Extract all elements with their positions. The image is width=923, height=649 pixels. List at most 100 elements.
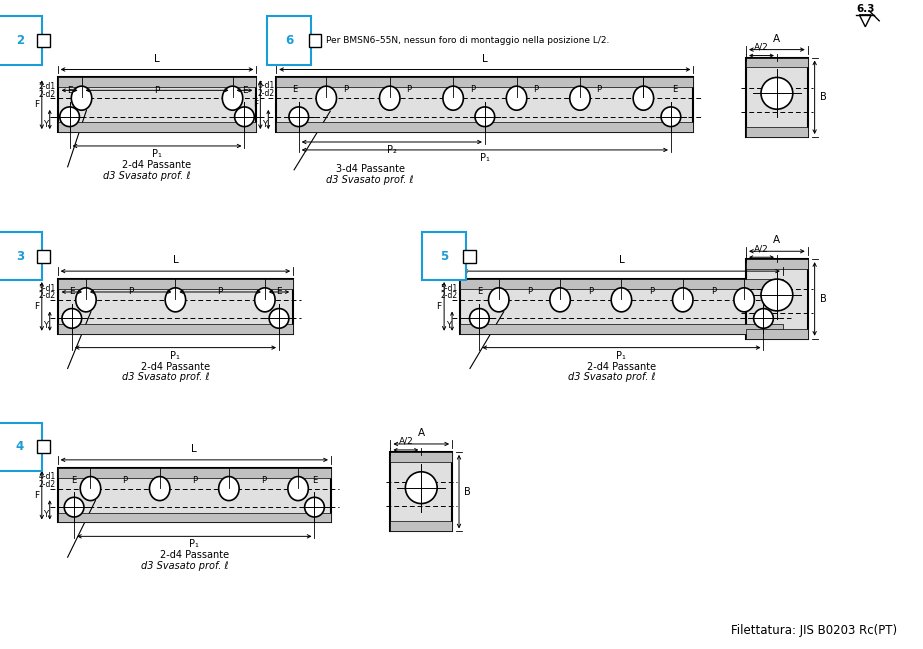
Bar [460, 279, 783, 289]
Text: P: P [218, 288, 222, 297]
Bar [58, 468, 330, 478]
Bar [276, 77, 693, 87]
Text: P₁: P₁ [152, 149, 162, 159]
Text: P: P [154, 86, 160, 95]
Text: 3-d1: 3-d1 [39, 284, 55, 293]
Bar [276, 77, 693, 132]
Bar [58, 77, 257, 132]
Text: P₁: P₁ [171, 350, 180, 361]
Text: A: A [418, 428, 425, 438]
Text: A/2: A/2 [754, 244, 769, 253]
Text: P: P [192, 476, 197, 485]
Text: B: B [820, 92, 826, 103]
Ellipse shape [633, 86, 653, 110]
Ellipse shape [611, 288, 631, 312]
Text: 2-d4 Passante: 2-d4 Passante [141, 361, 210, 371]
Text: P: P [470, 85, 475, 94]
Text: 2-d2: 2-d2 [258, 89, 274, 98]
Ellipse shape [316, 86, 337, 110]
Text: -: - [30, 442, 34, 452]
Ellipse shape [507, 86, 527, 110]
Text: L: L [191, 444, 198, 454]
Ellipse shape [488, 288, 509, 312]
Circle shape [60, 107, 79, 127]
Bar [746, 58, 808, 137]
Text: E: E [312, 476, 318, 485]
Text: P: P [343, 85, 348, 94]
Text: 2-d2: 2-d2 [39, 90, 55, 99]
Bar [746, 127, 808, 137]
Circle shape [761, 279, 793, 311]
Bar [746, 58, 808, 67]
Bar [37, 441, 50, 454]
Bar [746, 259, 808, 269]
Ellipse shape [76, 288, 96, 312]
Text: B: B [820, 294, 826, 304]
Text: L: L [618, 255, 624, 265]
Text: Y: Y [262, 119, 267, 129]
Text: -: - [30, 251, 34, 262]
Text: E: E [71, 476, 77, 485]
Ellipse shape [550, 288, 570, 312]
Ellipse shape [71, 86, 91, 110]
Text: d3 Svasato prof. ℓ: d3 Svasato prof. ℓ [326, 175, 414, 185]
Text: 2-d4 Passante: 2-d4 Passante [123, 160, 192, 170]
Text: E: E [477, 288, 482, 297]
Text: E: E [672, 85, 677, 94]
Bar [58, 279, 294, 334]
Text: P: P [588, 288, 593, 297]
Text: B: B [464, 487, 471, 496]
Text: P₁: P₁ [480, 153, 490, 163]
Text: F: F [34, 302, 40, 311]
Text: P₂: P₂ [387, 145, 397, 155]
Bar [308, 34, 321, 47]
Text: d3 Svasato prof. ℓ: d3 Svasato prof. ℓ [140, 561, 228, 571]
Text: P: P [406, 85, 412, 94]
Text: d3 Svasato prof. ℓ: d3 Svasato prof. ℓ [122, 373, 210, 382]
Bar [276, 122, 693, 132]
Text: E: E [293, 85, 297, 94]
Bar [58, 77, 257, 87]
Bar [746, 329, 808, 339]
Text: F: F [34, 491, 40, 500]
Text: 6: 6 [285, 34, 294, 47]
Circle shape [234, 107, 254, 127]
Text: E: E [69, 288, 75, 297]
Text: Y: Y [43, 119, 48, 129]
Text: 5: 5 [440, 250, 449, 263]
Text: F: F [437, 302, 442, 311]
Text: F: F [253, 100, 258, 109]
Bar [58, 279, 294, 289]
Text: -: - [301, 36, 306, 45]
Text: A/2: A/2 [399, 437, 414, 446]
Ellipse shape [80, 476, 101, 500]
Ellipse shape [150, 476, 170, 500]
Text: P₁: P₁ [617, 350, 627, 361]
Text: E: E [66, 86, 72, 95]
Bar [58, 513, 330, 522]
Text: E: E [242, 86, 247, 95]
Text: -: - [456, 251, 460, 262]
Text: P: P [650, 288, 654, 297]
Text: P: P [128, 288, 133, 297]
Text: d3 Svasato prof. ℓ: d3 Svasato prof. ℓ [103, 171, 191, 181]
Text: 2-d4 Passante: 2-d4 Passante [160, 550, 229, 560]
Bar [390, 452, 452, 462]
Text: F: F [34, 100, 40, 109]
Bar [746, 259, 808, 339]
Circle shape [470, 308, 489, 328]
Text: P: P [527, 288, 532, 297]
Text: A/2: A/2 [754, 43, 769, 51]
Ellipse shape [673, 288, 693, 312]
Circle shape [305, 497, 324, 517]
Text: 2-d2: 2-d2 [39, 480, 55, 489]
Circle shape [754, 308, 773, 328]
Bar [37, 250, 50, 263]
Text: 6.3: 6.3 [856, 4, 875, 14]
Text: L: L [154, 53, 160, 64]
Text: -: - [30, 36, 34, 45]
Bar [58, 122, 257, 132]
Text: 3-d4 Passante: 3-d4 Passante [336, 164, 405, 174]
Text: 5-d1: 5-d1 [441, 284, 458, 293]
Text: 4-d1: 4-d1 [39, 472, 55, 482]
